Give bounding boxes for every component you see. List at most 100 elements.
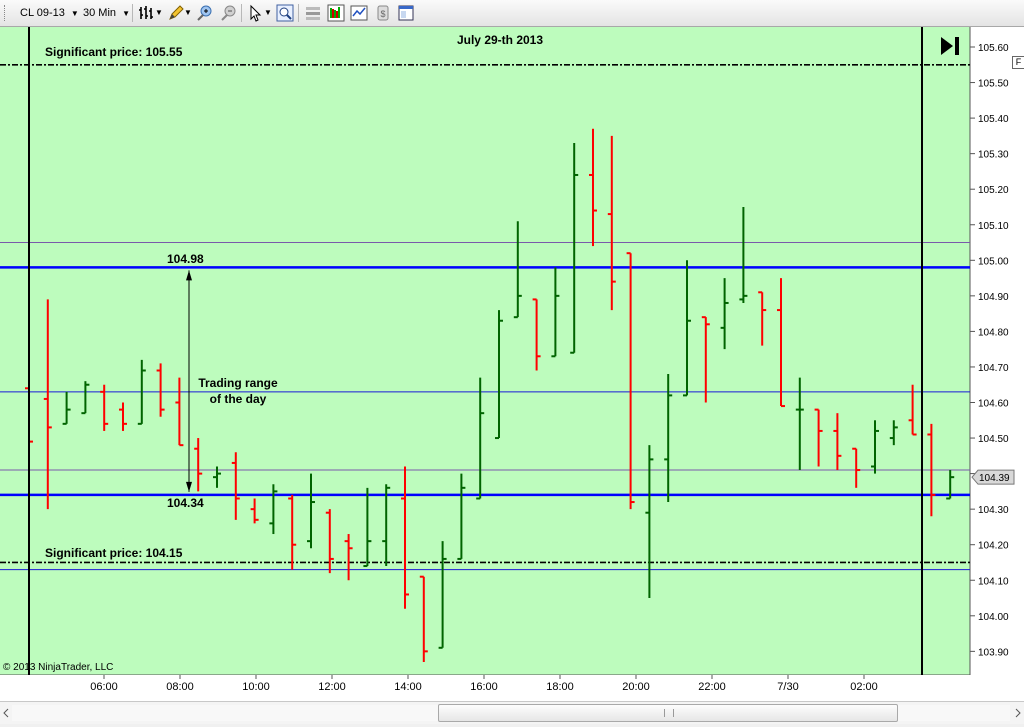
pointer-icon[interactable] bbox=[247, 4, 265, 22]
toolbar-separator bbox=[132, 4, 133, 22]
chart-plot-background bbox=[0, 27, 970, 701]
copyright-text: © 2013 NinjaTrader, LLC bbox=[3, 662, 113, 673]
strategies-icon[interactable] bbox=[350, 4, 368, 22]
toolbar-grip[interactable] bbox=[4, 5, 8, 21]
time-tick-label: 06:00 bbox=[90, 681, 118, 693]
chevron-down-icon[interactable]: ▼ bbox=[155, 8, 163, 17]
ohlc-bar bbox=[438, 541, 447, 649]
instrument-selector[interactable]: CL 09-13 ▼ bbox=[20, 4, 79, 22]
ohlc-bar bbox=[288, 494, 297, 570]
ohlc-bar bbox=[777, 278, 785, 408]
ohlc-bar bbox=[307, 473, 315, 549]
ohlc-bar bbox=[852, 447, 861, 488]
price-tick-label: 105.10 bbox=[978, 221, 1009, 232]
price-axis: 105.60 105.50 105.40 105.30 105.20 105.10 105.… bbox=[970, 43, 1009, 658]
ohlc-bar bbox=[739, 206, 748, 303]
ohlc-bar bbox=[551, 267, 560, 358]
ohlc-bar bbox=[495, 310, 503, 440]
ohlc-bar bbox=[871, 420, 879, 474]
ohlc-bar bbox=[476, 377, 485, 500]
ohlc-bar bbox=[137, 359, 146, 425]
time-tick-label: 02:00 bbox=[850, 681, 878, 693]
time-tick-label: 12:00 bbox=[318, 681, 346, 693]
interval-selector[interactable]: 30 Min ▼ bbox=[83, 4, 130, 22]
ohlc-bar bbox=[401, 466, 409, 609]
price-tick-label: 104.90 bbox=[978, 292, 1009, 303]
ohlc-bar bbox=[570, 142, 579, 354]
price-tick-label: 104.00 bbox=[978, 612, 1009, 623]
scroll-thumb[interactable] bbox=[438, 704, 898, 722]
skip-to-end-icon[interactable] bbox=[936, 35, 964, 57]
significant-high-label: Significant price: 105.55 bbox=[45, 45, 183, 59]
price-tick-label: 105.00 bbox=[978, 256, 1009, 267]
window-icon[interactable] bbox=[397, 4, 415, 22]
price-tick-label: 104.20 bbox=[978, 541, 1009, 552]
levels-layer bbox=[0, 63, 970, 571]
ohlc-bar bbox=[62, 391, 71, 425]
ohlc-bar bbox=[213, 466, 221, 488]
ohlc-bar bbox=[758, 291, 767, 346]
ohlc-bar bbox=[701, 316, 710, 403]
ohlc-bar bbox=[664, 374, 673, 503]
indicators-icon[interactable] bbox=[327, 4, 345, 22]
time-tick-label: 10:00 bbox=[242, 681, 270, 693]
price-tick-label: 105.30 bbox=[978, 150, 1009, 161]
chevron-down-icon: ▼ bbox=[122, 9, 131, 18]
price-chart[interactable]: 105.60 105.50 105.40 105.30 105.20 105.10 105.… bbox=[0, 27, 1024, 701]
price-tick-label: 105.50 bbox=[978, 79, 1009, 90]
ohlc-bar bbox=[927, 423, 936, 517]
ohlc-bar bbox=[946, 470, 955, 500]
ohlc-bar bbox=[795, 377, 804, 471]
ohlc-bar bbox=[119, 402, 127, 431]
scroll-left-arrow-icon[interactable] bbox=[0, 704, 12, 722]
bars-type-icon[interactable] bbox=[138, 4, 156, 22]
time-tick-label: 7/30 bbox=[777, 681, 798, 693]
ohlc-bar bbox=[344, 534, 353, 581]
range-high-label: 104.98 bbox=[167, 252, 204, 266]
magnifier-icon[interactable] bbox=[276, 4, 294, 22]
time-tick-label: 08:00 bbox=[166, 681, 194, 693]
chart-properties-icon[interactable] bbox=[304, 4, 322, 22]
time-tick-label: 18:00 bbox=[546, 681, 574, 693]
chart-toolbar: CL 09-13 ▼ 30 Min ▼ ▼ ▼ ▼ $ bbox=[0, 0, 1024, 27]
ohlc-bar bbox=[325, 509, 334, 574]
chevron-down-icon[interactable]: ▼ bbox=[184, 8, 192, 17]
ohlc-bar bbox=[720, 278, 729, 350]
ohlc-bar bbox=[231, 452, 240, 520]
ohlc-bar bbox=[814, 408, 823, 467]
ohlc-bar bbox=[419, 575, 428, 663]
chevron-down-icon: ▼ bbox=[70, 9, 79, 18]
chart-panel[interactable]: 105.60 105.50 105.40 105.30 105.20 105.10 105.… bbox=[0, 27, 1024, 701]
zoom-in-icon[interactable] bbox=[195, 4, 213, 22]
ohlc-bar bbox=[175, 377, 184, 447]
scroll-right-arrow-icon[interactable] bbox=[1012, 704, 1024, 722]
ohlc-bar bbox=[81, 381, 90, 415]
price-tick-label: 104.70 bbox=[978, 363, 1009, 374]
last-price-marker: 104.39 bbox=[971, 469, 1015, 485]
chevron-down-icon[interactable]: ▼ bbox=[264, 8, 272, 17]
trading-range-label-line2: of the day bbox=[210, 392, 267, 406]
time-tick-label: 22:00 bbox=[698, 681, 726, 693]
time-tick-label: 14:00 bbox=[394, 681, 422, 693]
ohlc-bar bbox=[683, 260, 691, 397]
significant-low-label: Significant price: 104.15 bbox=[45, 546, 183, 560]
ohlc-bar bbox=[908, 384, 917, 436]
price-tick-label: 104.50 bbox=[978, 434, 1009, 445]
arrow-down-icon bbox=[186, 481, 192, 492]
toolbar-separator bbox=[241, 4, 242, 22]
time-axis: 06:00 08:00 10:00 12:00 14:00 16:00 18:00 20:00… bbox=[90, 675, 878, 693]
range-low-label: 104.34 bbox=[167, 496, 204, 510]
panel-f-button[interactable]: F bbox=[1012, 56, 1024, 69]
data-box-icon[interactable]: $ bbox=[374, 4, 392, 22]
toolbar-separator bbox=[298, 4, 299, 22]
price-tick-label: 105.60 bbox=[978, 43, 1009, 54]
ohlc-bar bbox=[194, 438, 203, 492]
horizontal-scrollbar[interactable] bbox=[0, 701, 1024, 724]
time-axis-background bbox=[0, 675, 970, 701]
ohlc-bar bbox=[250, 498, 259, 524]
time-tick-label: 16:00 bbox=[470, 681, 498, 693]
price-tick-label: 104.60 bbox=[978, 399, 1009, 410]
ohlc-bar bbox=[382, 484, 391, 567]
zoom-out-icon[interactable] bbox=[219, 4, 237, 22]
pencil-draw-icon[interactable] bbox=[167, 4, 185, 22]
